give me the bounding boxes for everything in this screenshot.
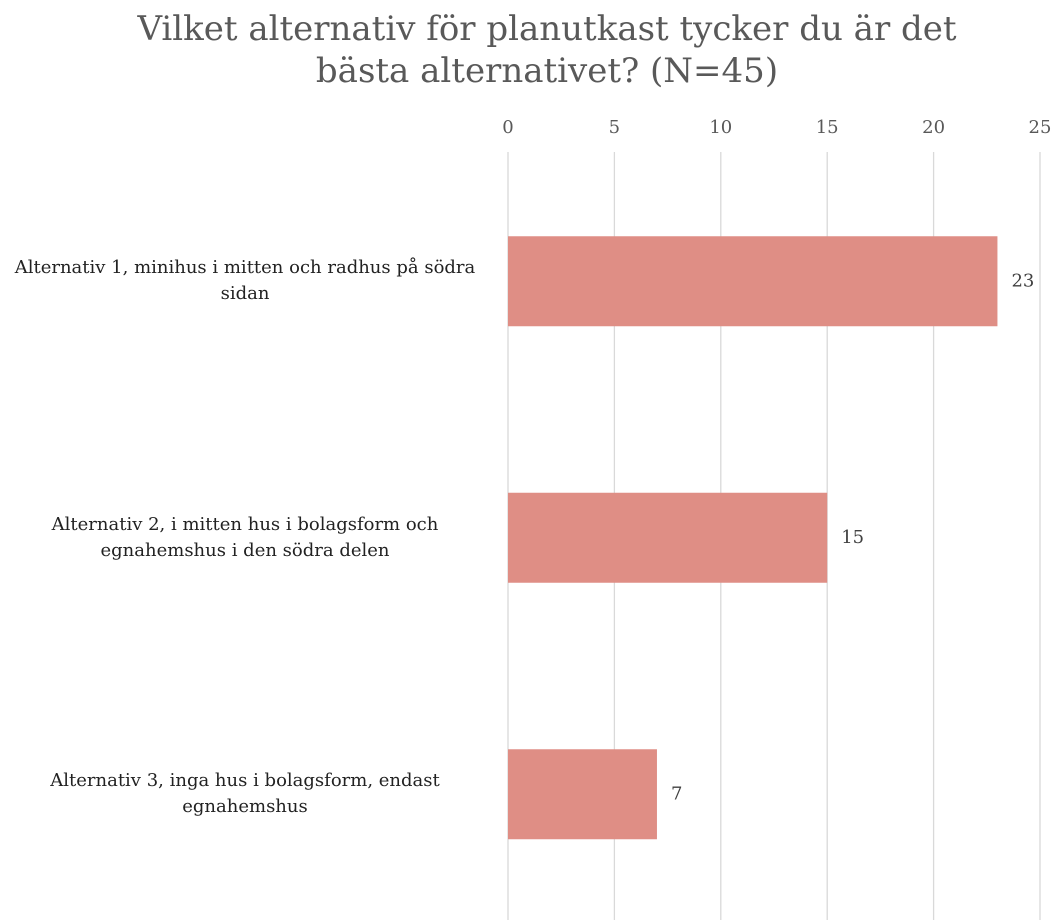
value-label: 23 [1011,270,1034,291]
bar [508,236,998,327]
x-tick-label: 15 [816,117,839,138]
value-label: 15 [841,527,864,548]
category-label: Alternativ 3, inga hus i bolagsform, end… [50,770,440,818]
value-label: 7 [671,783,682,804]
bar [508,749,657,840]
bar [508,492,828,583]
chart-title: Vilket alternativ för planutkast tycker … [137,9,957,91]
category-label: Alternativ 1, minihus i mitten och radhu… [14,257,476,305]
x-tick-label: 25 [1029,117,1052,138]
x-tick-label: 10 [709,117,732,138]
x-tick-label: 20 [922,117,945,138]
category-label: Alternativ 2, i mitten hus i bolagsform … [51,513,439,561]
x-tick-label: 5 [609,117,620,138]
x-tick-label: 0 [502,117,513,138]
